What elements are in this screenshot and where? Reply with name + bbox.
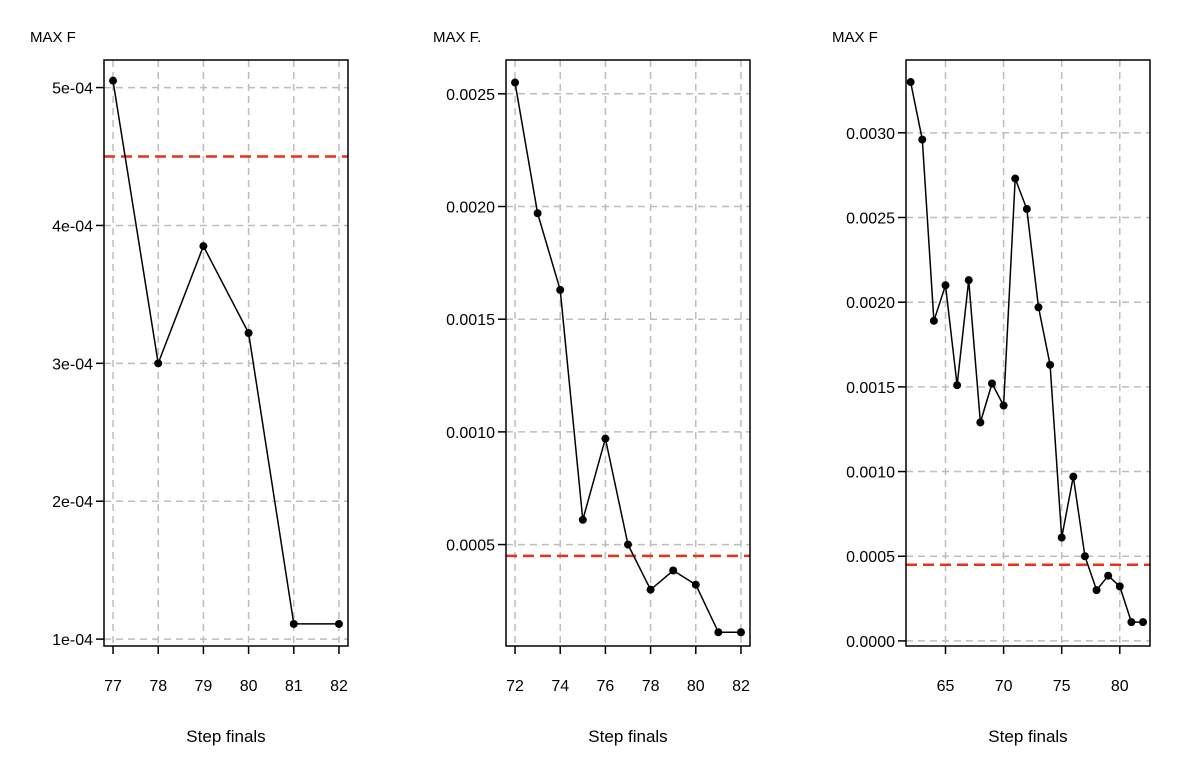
series-line <box>514 82 741 634</box>
data-point <box>578 515 587 524</box>
x-tick-label: 70 <box>995 678 1013 695</box>
data-point <box>109 76 118 85</box>
x-tick-label: 82 <box>732 678 750 695</box>
x-tick-label: 82 <box>330 678 348 695</box>
y-tick-label: 0.0010 <box>846 465 895 482</box>
data-point <box>154 359 163 368</box>
y-tick-label: 0.0025 <box>446 87 495 104</box>
x-axis-label: Step finals <box>588 727 667 746</box>
data-point <box>691 580 700 589</box>
data-point <box>929 316 938 325</box>
y-tick-label: 5e-04 <box>52 81 93 98</box>
x-axis-label: Step finals <box>988 727 1067 746</box>
data-point <box>1046 360 1055 369</box>
plot-frame <box>103 59 349 647</box>
data-point <box>714 628 723 637</box>
data-point <box>1069 472 1078 481</box>
chart-panel-3: 65 70 75 80 0.0000 0.0005 0.0010 0.0015 0.0020 0.… <box>832 29 1151 746</box>
x-tick-label: 74 <box>551 678 569 695</box>
data-point <box>1022 205 1031 214</box>
y-tick-label: 1e-04 <box>52 632 93 649</box>
data-point <box>953 381 962 390</box>
data-point <box>334 619 343 628</box>
x-tick-label: 72 <box>506 678 524 695</box>
data-point <box>244 329 253 338</box>
data-point <box>999 401 1008 410</box>
y-tick-label: 0.0000 <box>846 634 895 651</box>
y-tick-label: 0.0020 <box>846 295 895 312</box>
data-point <box>646 585 655 594</box>
y-tick-label: 3e-04 <box>52 356 93 373</box>
data-point <box>987 379 996 388</box>
data-point <box>1127 618 1136 627</box>
y-tick-label: 0.0005 <box>446 538 495 555</box>
data-point <box>601 434 610 443</box>
plot-frame <box>905 59 1151 647</box>
data-point <box>199 242 208 251</box>
data-point <box>1057 533 1066 542</box>
x-tick-label: 80 <box>687 678 705 695</box>
x-tick-label: 80 <box>240 678 258 695</box>
y-tick-label: 0.0010 <box>446 425 495 442</box>
y-tick-label: 4e-04 <box>52 218 93 235</box>
data-point <box>511 78 520 87</box>
x-tick-label: 76 <box>597 678 615 695</box>
x-tick-label: 79 <box>195 678 213 695</box>
y-tick-label: 0.0020 <box>446 200 495 217</box>
data-point <box>1104 571 1113 580</box>
x-tick-label: 80 <box>1111 678 1129 695</box>
y-tick-label: 0.0025 <box>846 211 895 228</box>
data-point <box>976 418 985 427</box>
data-point <box>556 285 565 294</box>
plot-frame <box>505 59 751 647</box>
y-tick-label: 0.0015 <box>446 312 495 329</box>
data-point <box>669 566 678 575</box>
data-point <box>1139 618 1148 627</box>
chart-title: MAX F <box>30 29 76 46</box>
data-point <box>1092 586 1101 595</box>
data-point <box>1080 552 1089 561</box>
data-point <box>941 281 950 290</box>
y-tick-label: 0.0015 <box>846 380 895 397</box>
chart-title: MAX F. <box>433 29 481 46</box>
x-tick-label: 81 <box>285 678 303 695</box>
x-tick-label: 75 <box>1053 678 1071 695</box>
y-tick-label: 2e-04 <box>52 494 93 511</box>
data-point <box>624 540 632 549</box>
chart-panel-2: 72 74 76 78 80 82 0.0005 0.0010 0.0015 0.0020 0.00… <box>433 29 751 746</box>
series-line <box>112 80 339 625</box>
x-axis-label: Step finals <box>186 727 265 746</box>
x-tick-label: 78 <box>149 678 167 695</box>
y-tick-label: 0.0030 <box>846 126 895 143</box>
data-point <box>533 209 542 218</box>
data-point <box>289 619 298 628</box>
x-tick-label: 78 <box>642 678 660 695</box>
data-point <box>1115 582 1124 591</box>
x-tick-label: 77 <box>104 678 122 695</box>
data-point <box>918 135 927 144</box>
data-point <box>736 628 745 637</box>
chart-panel-1: 77 78 79 80 81 82 1e-04 2e-04 3e-04 4e-04 5e-04 MAX… <box>30 29 349 746</box>
data-point <box>1011 174 1020 183</box>
data-point <box>906 78 915 87</box>
data-point <box>1034 303 1043 312</box>
chart-title: MAX F <box>832 29 878 46</box>
x-tick-label: 65 <box>937 678 955 695</box>
y-tick-label: 0.0005 <box>846 549 895 566</box>
data-point <box>964 276 973 285</box>
